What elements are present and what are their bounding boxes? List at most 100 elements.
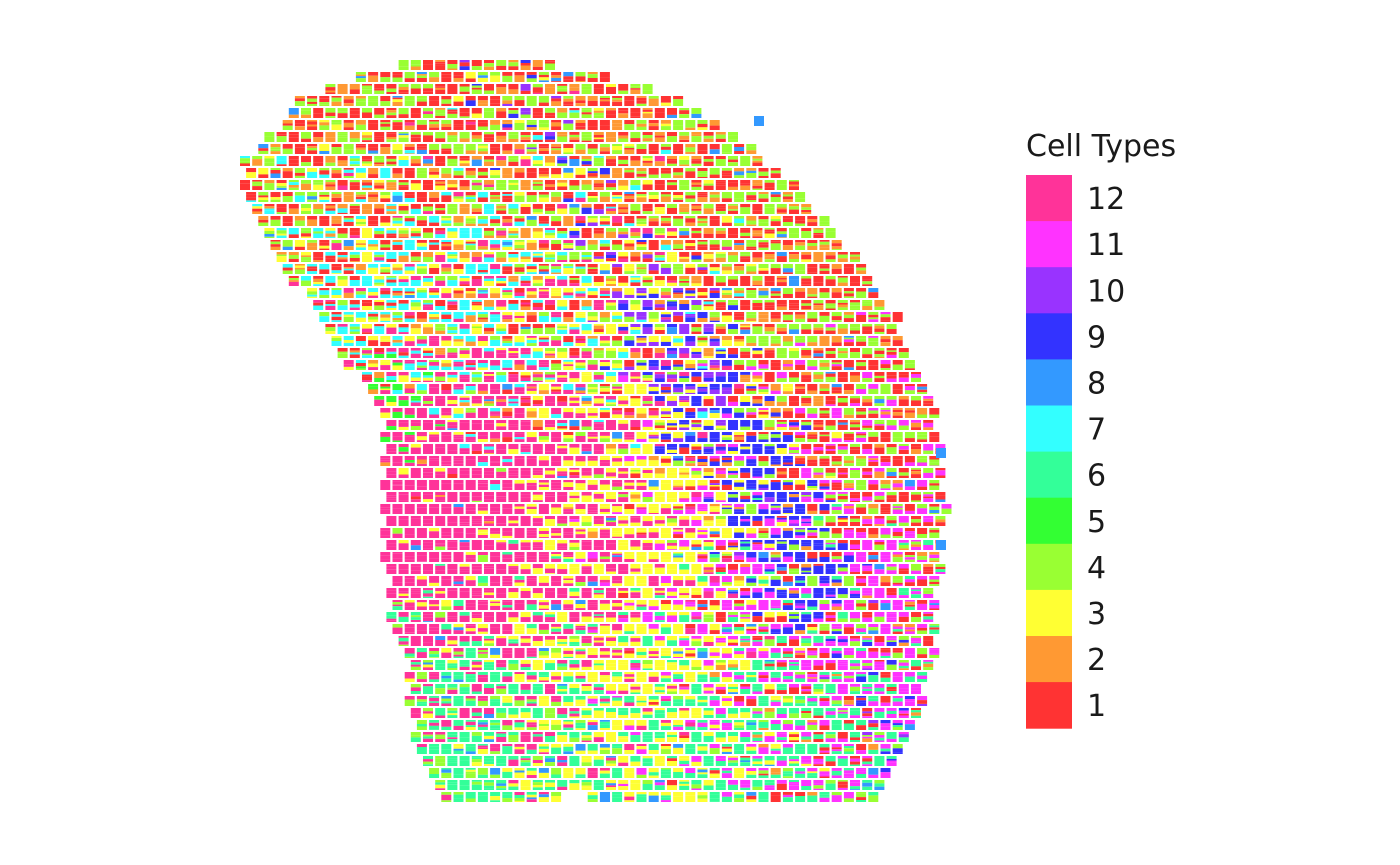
spot-layer-type-7	[307, 271, 318, 274]
spot	[764, 324, 775, 334]
spot-layer-type-1	[648, 243, 659, 250]
spot-layer-type-3	[362, 132, 372, 136]
spot	[715, 276, 726, 286]
spot-layer-type-8	[416, 149, 427, 154]
spot	[679, 108, 690, 118]
spot-layer-type-4	[636, 171, 647, 174]
spot	[386, 396, 397, 406]
spot-layer-type-4	[825, 380, 836, 382]
spot-layer-type-7	[477, 267, 488, 270]
spot-layer-type-2	[703, 228, 714, 234]
spot-layer-type-1	[477, 270, 488, 273]
spot-layer-type-4	[819, 315, 830, 322]
spot	[624, 264, 635, 274]
spot-layer-type-12	[630, 378, 641, 382]
spot-layer-type-12	[447, 301, 458, 305]
spot-layer-type-2	[782, 336, 793, 342]
spot-layer-type-4	[709, 315, 720, 318]
spot-layer-type-1	[776, 304, 787, 307]
spot-layer-type-3	[575, 362, 586, 366]
spot-layer-type-2	[715, 132, 726, 135]
spot-layer-type-1	[758, 384, 769, 387]
spot-layer-type-8	[520, 326, 531, 330]
spot-layer-type-4	[880, 314, 891, 318]
spot-layer-type-2	[697, 220, 708, 224]
spot-layer-type-1	[307, 126, 318, 130]
spot-layer-type-12	[654, 235, 665, 238]
spot-layer-type-1	[587, 100, 598, 106]
spot-layer-type-1	[734, 240, 745, 244]
spot-layer-type-1	[807, 222, 818, 226]
spot-layer-type-1	[709, 290, 720, 293]
spot-layer-type-7	[599, 408, 610, 410]
spot-layer-type-2	[343, 267, 354, 269]
spot	[368, 192, 379, 202]
spot-layer-type-4	[825, 303, 836, 307]
spot-layer-type-1	[258, 219, 269, 223]
spot	[459, 228, 470, 238]
spot-layer-type-3	[477, 145, 488, 149]
spot	[612, 264, 623, 274]
spot-layer-type-3	[563, 408, 574, 413]
spot	[477, 408, 488, 418]
spot-layer-type-1	[471, 303, 482, 306]
spot	[404, 168, 415, 178]
spot-layer-type-4	[660, 173, 671, 178]
spot-layer-type-10	[648, 264, 659, 271]
spot	[398, 84, 409, 94]
spot-layer-type-12	[343, 360, 354, 365]
spot-layer-type-2	[465, 293, 476, 298]
spot-layer-type-2	[459, 207, 470, 214]
spot-layer-type-1	[343, 168, 354, 170]
spot	[807, 264, 818, 274]
spot-layer-type-7	[484, 204, 494, 210]
spot-layer-type-4	[825, 329, 836, 331]
spot-layer-type-8	[758, 290, 769, 296]
spot-layer-type-1	[789, 305, 799, 309]
spot	[453, 336, 464, 346]
spot-layer-type-1	[801, 375, 812, 379]
spot-layer-type-4	[545, 66, 555, 70]
spot-layer-type-4	[703, 204, 714, 209]
spot-layer-type-2	[648, 218, 659, 222]
spot-layer-type-4	[423, 84, 433, 89]
spot-layer-type-7	[599, 294, 610, 297]
spot-layer-type-7	[392, 270, 403, 274]
spot	[709, 384, 720, 394]
spot	[264, 180, 275, 190]
spot-layer-type-2	[288, 208, 299, 214]
spot	[758, 360, 769, 370]
spot-layer-type-4	[770, 199, 781, 202]
spot-layer-type-4	[795, 245, 806, 250]
spot	[673, 96, 684, 106]
spot	[868, 360, 879, 370]
spot-layer-type-4	[606, 305, 616, 310]
spot	[398, 108, 409, 118]
spot-layer-type-4	[441, 120, 452, 124]
spot-layer-type-3	[447, 377, 458, 382]
spot-layer-type-1	[587, 126, 598, 130]
spot-layer-type-4	[667, 136, 677, 142]
spot	[734, 312, 745, 322]
spot-layer-type-3	[636, 408, 647, 414]
spot	[532, 396, 543, 406]
spot-layer-type-12	[447, 352, 458, 355]
spot	[392, 192, 403, 202]
spot-layer-type-1	[636, 216, 647, 219]
spot-layer-type-1	[648, 270, 659, 274]
spot-layer-type-3	[380, 412, 391, 418]
spot	[325, 132, 336, 142]
spot-layer-type-1	[843, 364, 854, 368]
spot-layer-type-1	[532, 184, 543, 186]
spot-layer-type-1	[831, 342, 842, 346]
spot	[764, 252, 775, 262]
spot-layer-type-2	[752, 375, 763, 379]
spot-layer-type-1	[715, 234, 726, 238]
spot-layer-type-4	[728, 302, 738, 306]
spot	[423, 204, 433, 214]
spot	[355, 120, 366, 130]
spot-layer-type-2	[386, 110, 397, 113]
spot-layer-type-4	[886, 324, 897, 329]
spot-layer-type-1	[831, 390, 842, 394]
spot-layer-type-12	[410, 353, 421, 358]
